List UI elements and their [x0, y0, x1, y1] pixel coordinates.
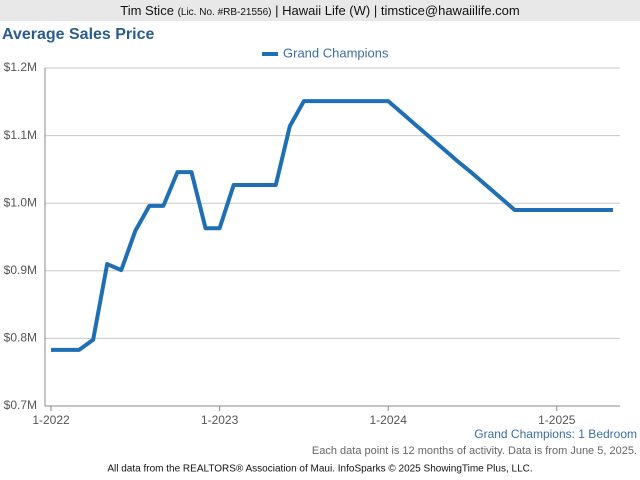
y-tick-label: $1.1M — [4, 128, 37, 142]
y-tick-label: $0.7M — [4, 398, 37, 412]
legend-label: Grand Champions — [283, 45, 389, 60]
y-tick-label: $0.9M — [4, 263, 37, 277]
agent-info: | Hawaii Life (W) | timstice@hawaiilife.… — [275, 3, 520, 18]
footer: All data from the REALTORS® Association … — [107, 464, 532, 475]
x-tick-label: 1-2023 — [201, 413, 239, 427]
y-tick-label: $1.0M — [4, 195, 37, 209]
subtitle: Grand Champions: 1 Bedroom — [474, 427, 637, 441]
x-tick-label: 1-2022 — [32, 413, 70, 427]
agent-name: Tim Stice — [120, 3, 174, 18]
chart-title: Average Sales Price — [2, 26, 155, 43]
license: (Lic. No. #RB-21556) — [177, 7, 272, 18]
y-tick-label: $0.8M — [4, 331, 37, 345]
y-tick-label: $1.2M — [4, 60, 37, 74]
x-tick-label: 1-2024 — [370, 413, 408, 427]
x-tick-label: 1-2025 — [538, 413, 576, 427]
note: Each data point is 12 months of activity… — [312, 445, 637, 457]
header: Tim Stice (Lic. No. #RB-21556) | Hawaii … — [0, 0, 640, 21]
data-line — [51, 99, 613, 352]
